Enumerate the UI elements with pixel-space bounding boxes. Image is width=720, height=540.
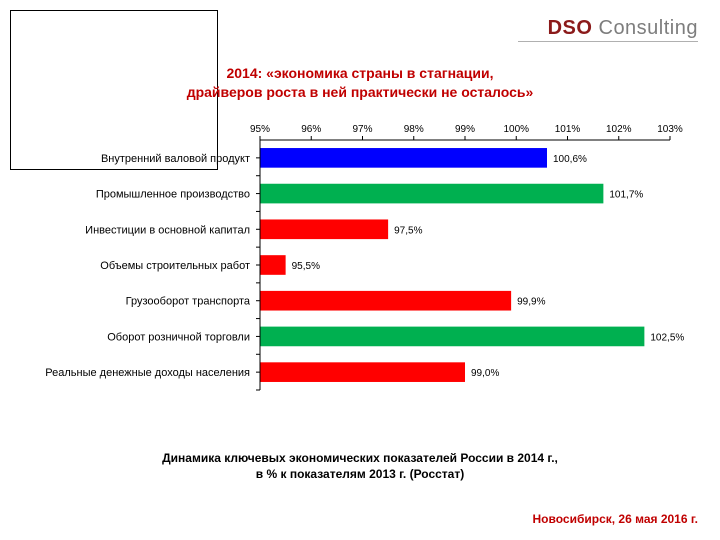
value-label: 102,5%: [650, 332, 684, 343]
svg-text:96%: 96%: [301, 124, 321, 135]
logo-part1: DSO: [548, 17, 593, 39]
svg-text:103%: 103%: [657, 124, 683, 135]
bar: [261, 291, 512, 311]
title-line1: 2014: «экономика страны в стагнации,: [226, 65, 493, 81]
value-label: 99,0%: [471, 368, 499, 379]
bar-chart: 95% 96% 97% 98% 99% 100% 101% 102% 103% Внутренни…: [30, 118, 690, 408]
caption-line1: Динамика ключевых экономических показате…: [162, 451, 558, 465]
bar: [261, 327, 645, 347]
bar: [261, 148, 548, 168]
category-label: Внутренний валовой продукт: [101, 153, 250, 165]
logo-underline: [518, 41, 698, 42]
value-label: 99,9%: [517, 297, 545, 308]
title-line2: драйверов роста в ней практически не ост…: [187, 84, 534, 100]
bar: [261, 219, 389, 239]
category-label: Объемы строительных работ: [100, 260, 250, 272]
svg-text:97%: 97%: [352, 124, 372, 135]
value-label: 101,7%: [609, 190, 643, 201]
svg-text:95%: 95%: [250, 124, 270, 135]
bar: [261, 255, 286, 275]
bar: [261, 362, 466, 382]
caption: Динамика ключевых экономических показате…: [0, 450, 720, 482]
logo: DSO Consulting: [518, 18, 698, 42]
category-label: Грузооборот транспорта: [126, 296, 251, 308]
category-label: Реальные денежные доходы населения: [45, 367, 250, 379]
svg-text:102%: 102%: [606, 124, 632, 135]
value-label: 95,5%: [292, 261, 320, 272]
chart-svg: 95% 96% 97% 98% 99% 100% 101% 102% 103% Внутренни…: [30, 118, 690, 408]
svg-text:98%: 98%: [404, 124, 424, 135]
category-label: Промышленное производство: [96, 189, 250, 201]
value-label: 100,6%: [553, 154, 587, 165]
value-label: 97,5%: [394, 225, 422, 236]
svg-text:99%: 99%: [455, 124, 475, 135]
slide-title: 2014: «экономика страны в стагнации, дра…: [0, 64, 720, 102]
logo-part2: Consulting: [592, 17, 698, 39]
bar: [261, 184, 604, 204]
footer-text: Новосибирск, 26 мая 2016 г.: [533, 512, 698, 526]
svg-text:100%: 100%: [503, 124, 529, 135]
svg-text:101%: 101%: [555, 124, 581, 135]
category-label: Оборот розничной торговли: [107, 331, 250, 343]
caption-line2: в % к показателям 2013 г. (Росстат): [256, 467, 464, 481]
category-label: Инвестиции в основной капитал: [85, 224, 250, 236]
